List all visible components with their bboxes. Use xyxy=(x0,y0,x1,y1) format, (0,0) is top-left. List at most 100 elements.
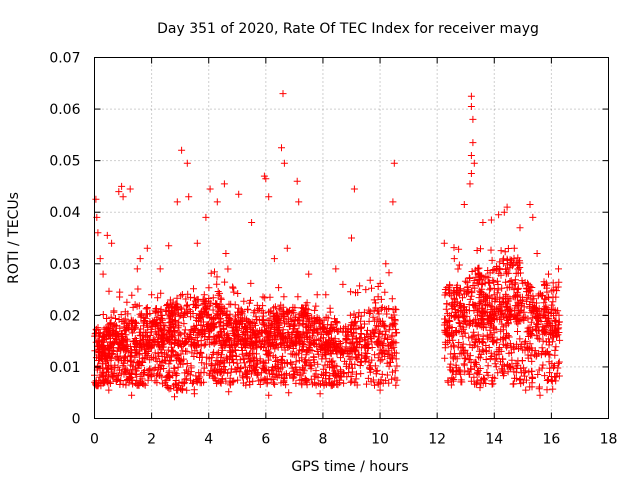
data-point xyxy=(478,346,486,354)
data-point xyxy=(184,301,191,309)
data-point xyxy=(136,358,144,366)
data-point xyxy=(527,318,535,326)
data-point xyxy=(467,292,475,300)
data-point xyxy=(463,312,471,320)
data-point xyxy=(165,307,173,314)
data-point xyxy=(261,294,269,302)
data-point xyxy=(310,327,318,335)
data-point xyxy=(207,367,215,375)
data-point xyxy=(533,327,541,335)
data-point xyxy=(283,244,291,252)
data-point xyxy=(92,377,100,385)
data-point xyxy=(123,298,131,306)
data-point xyxy=(134,340,142,348)
data-point xyxy=(198,359,206,367)
data-point xyxy=(143,244,151,252)
data-point xyxy=(261,321,269,329)
data-point xyxy=(191,342,199,350)
data-point xyxy=(499,361,507,369)
x-tick-label: 4 xyxy=(204,432,213,448)
data-point xyxy=(92,195,100,203)
data-point xyxy=(551,362,558,370)
data-point xyxy=(267,376,275,384)
x-tick-label: 12 xyxy=(428,432,446,448)
data-point xyxy=(551,316,559,324)
data-point xyxy=(524,351,532,359)
data-point xyxy=(444,331,452,339)
data-point xyxy=(467,103,475,110)
data-point xyxy=(106,319,114,327)
data-point xyxy=(128,329,136,337)
data-point xyxy=(283,371,290,379)
data-point xyxy=(228,365,236,373)
data-point xyxy=(224,369,232,377)
data-point xyxy=(225,300,233,308)
data-point xyxy=(322,355,330,363)
data-point xyxy=(455,319,463,327)
data-point xyxy=(206,333,214,341)
data-point xyxy=(507,277,515,285)
data-point xyxy=(490,305,498,313)
data-point xyxy=(271,345,279,353)
data-point xyxy=(379,339,387,347)
data-point xyxy=(459,340,467,348)
data-point xyxy=(467,377,475,385)
data-point xyxy=(220,325,228,333)
data-point xyxy=(377,376,385,384)
data-point xyxy=(174,386,182,394)
data-point xyxy=(374,323,382,331)
data-point xyxy=(392,329,400,337)
data-point xyxy=(161,322,169,330)
data-point xyxy=(368,356,376,364)
data-point xyxy=(138,310,146,318)
data-point xyxy=(364,374,372,382)
data-point xyxy=(474,271,482,279)
data-point xyxy=(555,311,563,319)
data-point xyxy=(310,340,318,347)
data-point xyxy=(545,335,553,343)
data-point xyxy=(148,291,156,299)
data-point xyxy=(117,311,125,318)
data-point xyxy=(463,306,470,314)
data-point xyxy=(521,372,529,380)
data-point xyxy=(260,359,268,367)
data-point xyxy=(265,349,272,357)
data-point xyxy=(376,379,384,387)
data-point xyxy=(182,302,190,310)
data-point xyxy=(498,298,506,306)
data-point xyxy=(194,301,202,309)
data-point xyxy=(273,364,281,372)
data-point xyxy=(105,386,113,394)
data-point xyxy=(322,291,330,299)
data-point xyxy=(361,353,369,361)
data-point xyxy=(328,363,336,371)
data-point xyxy=(525,368,533,376)
data-point xyxy=(255,316,263,324)
data-point xyxy=(470,332,478,340)
data-point xyxy=(159,331,167,339)
data-point xyxy=(238,372,246,380)
data-point xyxy=(286,334,294,342)
data-point xyxy=(220,180,228,188)
data-point xyxy=(506,304,514,312)
data-point xyxy=(452,327,460,334)
data-point xyxy=(324,321,332,329)
data-point xyxy=(376,350,384,358)
data-point xyxy=(528,357,536,365)
data-point xyxy=(502,341,510,349)
data-point xyxy=(510,244,518,252)
data-point xyxy=(350,329,358,337)
data-point xyxy=(486,269,494,277)
data-point xyxy=(466,295,474,303)
data-point xyxy=(484,362,492,370)
data-point xyxy=(534,292,542,300)
data-point xyxy=(213,198,221,206)
data-point xyxy=(205,284,213,292)
data-point xyxy=(356,282,364,290)
data-point xyxy=(392,325,400,333)
data-point xyxy=(153,379,161,387)
data-point xyxy=(272,311,280,319)
data-point xyxy=(468,268,476,275)
data-point xyxy=(366,308,374,316)
data-point xyxy=(331,335,339,343)
